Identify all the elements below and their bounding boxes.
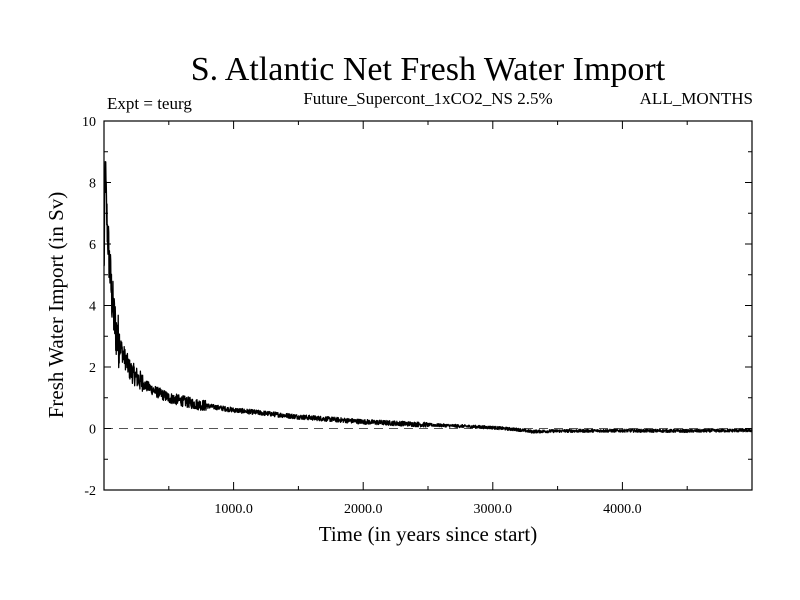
x-tick-label: 1000.0	[214, 502, 253, 517]
x-tick-label: 4000.0	[603, 502, 642, 517]
chart-title: S. Atlantic Net Fresh Water Import	[191, 51, 666, 88]
y-tick-label: 10	[82, 115, 96, 130]
y-tick-label: 0	[89, 423, 96, 438]
experiment-label: Expt = teurg	[107, 94, 192, 113]
y-tick-label: -2	[84, 484, 96, 499]
y-tick-label: 2	[89, 361, 96, 376]
chart-subtitle: Future_Supercont_1xCO2_NS 2.5%	[303, 89, 552, 108]
plot-frame	[103, 120, 753, 491]
y-tick-label: 4	[89, 300, 96, 315]
fresh-water-import-series-line	[103, 161, 753, 434]
months-label: ALL_MONTHS	[640, 89, 753, 108]
x-axis-label: Time (in years since start)	[319, 522, 538, 546]
y-tick-label: 8	[89, 177, 96, 192]
x-tick-label: 3000.0	[474, 502, 513, 517]
x-tick-label: 2000.0	[344, 502, 383, 517]
y-axis-label: Fresh Water Import (in Sv)	[44, 192, 68, 419]
y-tick-label: 6	[89, 238, 96, 253]
